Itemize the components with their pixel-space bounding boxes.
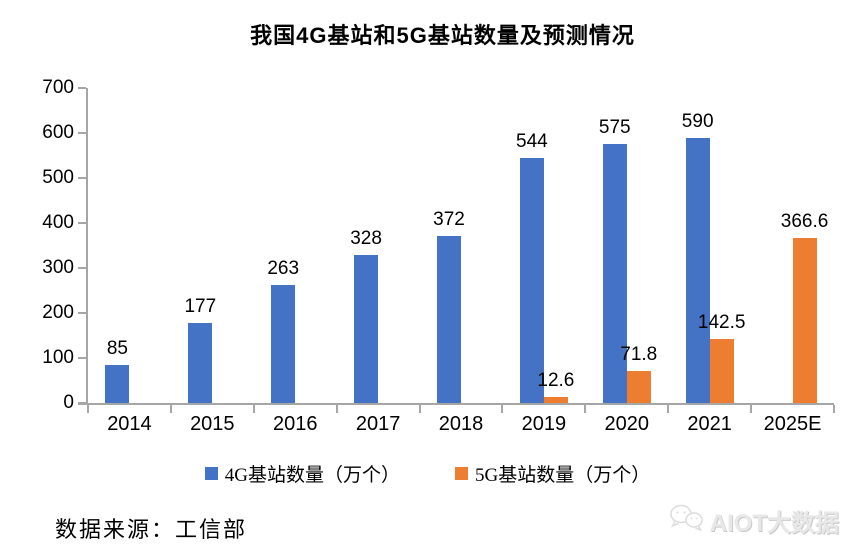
- bar-fill: [436, 235, 461, 403]
- y-tick-label: 400: [42, 212, 74, 233]
- bar-fill: [105, 364, 130, 403]
- y-tick-label: 700: [42, 77, 74, 98]
- watermark-label: AIOT大数据: [709, 510, 839, 537]
- bar-fill: [271, 284, 296, 403]
- y-tick-label: 300: [42, 257, 74, 278]
- bar-value-label: 328: [350, 228, 382, 250]
- y-tick: [78, 312, 86, 314]
- x-tick-label: 2014: [107, 413, 152, 435]
- x-tick-label: 2018: [438, 413, 484, 435]
- legend-item-5g: 5G基站数量（万个）: [455, 460, 650, 487]
- bar-value-label: 575: [598, 117, 631, 139]
- bar-value-label: 372: [433, 208, 465, 230]
- bar-group: 263: [254, 88, 337, 403]
- plot-area: 0 100 200 300 400 500 600 700 2014 85 2015 177 2016 2…: [42, 77, 835, 435]
- x-tick-label: 2017: [355, 413, 401, 435]
- bar-value-label: 263: [267, 257, 300, 279]
- bar-4g: 177: [184, 296, 216, 403]
- x-tick-label: 2016: [272, 413, 318, 435]
- x-tick-label: 2019: [521, 413, 567, 435]
- x-tick-label: 2025E: [763, 413, 822, 435]
- bar-fill: [685, 137, 710, 403]
- source-note: 数据来源：工信部: [55, 517, 248, 542]
- x-tick: [87, 405, 89, 413]
- bar-group: 590 142.5: [668, 88, 751, 403]
- bar-4g: 85: [105, 338, 130, 403]
- bar-group: 544 12.6: [502, 88, 585, 403]
- bar-value-label: 366.6: [780, 211, 829, 233]
- bar-group: 575 71.8: [585, 88, 668, 403]
- x-tick: [833, 405, 835, 413]
- y-tick: [78, 357, 86, 359]
- bar-group: 366.6: [751, 88, 834, 403]
- y-tick: [78, 177, 86, 179]
- legend-label: 5G基站数量（万个）: [475, 465, 651, 486]
- bar-fill: [354, 255, 379, 403]
- bar-fill: [543, 397, 568, 403]
- y-axis-line: [86, 88, 88, 405]
- bar-4g: 544: [516, 131, 548, 403]
- x-tick: [584, 405, 587, 413]
- x-tick: [750, 405, 753, 413]
- bar-fill: [519, 158, 544, 403]
- legend-swatch: [204, 467, 218, 480]
- watermark: AIOT大数据: [668, 503, 839, 538]
- bar-4g: 575: [599, 117, 631, 403]
- chart-title: 我国4G基站和5G基站数量及预测情况: [250, 23, 635, 48]
- bar-group: 328: [337, 88, 420, 403]
- y-tick: [78, 132, 86, 134]
- y-tick: [78, 267, 86, 269]
- bar-5g: 71.8: [620, 344, 657, 403]
- legend-swatch: [455, 467, 468, 480]
- bar-value-label: 177: [184, 296, 217, 318]
- y-tick: [78, 87, 86, 89]
- x-tick: [169, 405, 172, 413]
- x-axis-line: [78, 403, 834, 405]
- bar-group: 177: [171, 88, 254, 403]
- bar-fill: [792, 238, 817, 403]
- bar-value-label: 12.6: [537, 370, 575, 392]
- legend: 4G基站数量（万个） 5G基站数量（万个）: [0, 460, 855, 487]
- bar-group: 372: [420, 88, 503, 403]
- y-tick-label: 600: [42, 122, 74, 143]
- bar-value-label: 590: [681, 110, 714, 132]
- x-tick-label: 2020: [604, 413, 650, 435]
- x-tick-label: 2015: [190, 413, 235, 435]
- y-tick-label: 100: [42, 347, 74, 368]
- bar-value-label: 544: [516, 131, 548, 153]
- bar-5g: 366.6: [781, 211, 828, 403]
- bar-fill: [602, 144, 627, 403]
- bar-4g: 372: [433, 209, 465, 403]
- x-tick: [667, 405, 670, 413]
- bar-5g: 142.5: [698, 312, 745, 403]
- bar-4g: 263: [267, 258, 299, 403]
- bar-4g: 328: [350, 228, 382, 403]
- bar-value-label: 142.5: [697, 311, 746, 333]
- wechat-icon: [668, 503, 704, 538]
- x-tick: [501, 405, 504, 413]
- bar-value-label: 71.8: [620, 343, 658, 365]
- bar-fill: [626, 370, 651, 403]
- bar-4g: 590: [682, 111, 714, 403]
- y-tick-label: 200: [42, 302, 74, 323]
- bar-value-label: 85: [106, 337, 129, 359]
- legend-item-4g: 4G基站数量（万个）: [204, 460, 400, 487]
- bar-group: 85: [88, 88, 171, 403]
- legend-label: 4G基站数量（万个）: [224, 465, 400, 486]
- bar-fill: [188, 323, 213, 403]
- x-tick: [418, 405, 421, 413]
- y-tick: [78, 222, 86, 224]
- y-tick: [78, 402, 86, 404]
- x-tick-label: 2021: [687, 413, 732, 435]
- x-tick: [335, 405, 338, 413]
- bar-fill: [709, 338, 734, 403]
- y-tick-label: 500: [42, 167, 74, 188]
- y-tick-label: 0: [63, 392, 74, 413]
- bar-5g: 12.6: [537, 370, 574, 403]
- x-tick: [252, 405, 255, 413]
